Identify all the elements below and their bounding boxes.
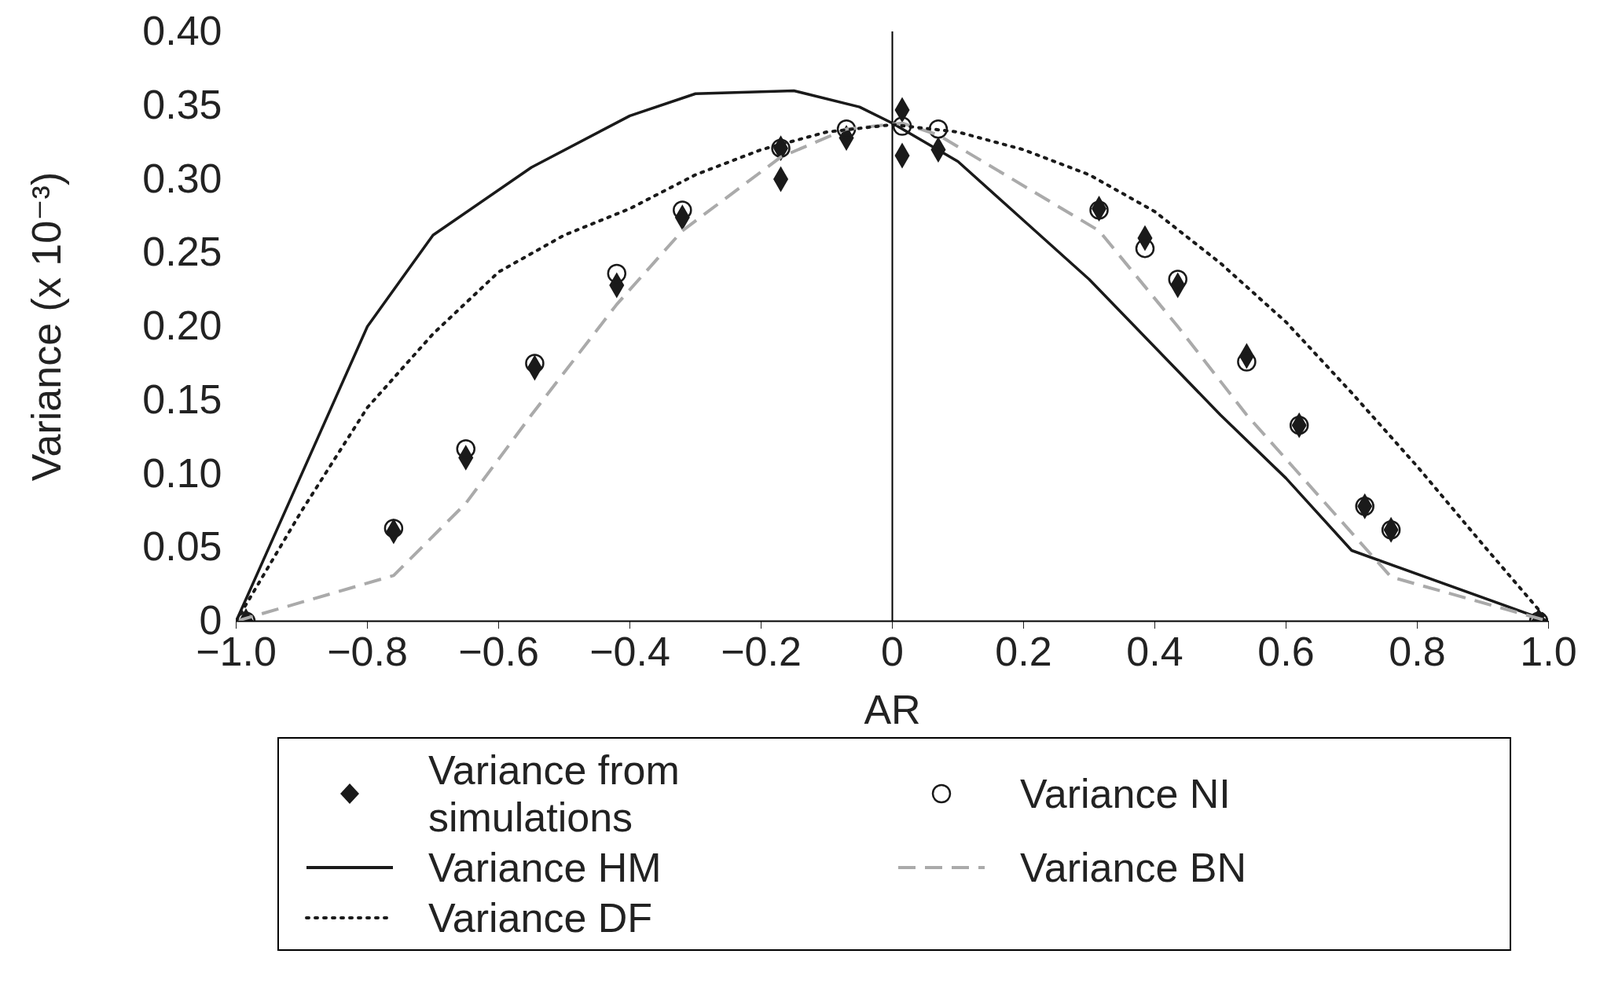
svg-text:Variance (x 10⁻³): Variance (x 10⁻³) — [23, 172, 70, 482]
svg-text:−0.6: −0.6 — [458, 628, 540, 675]
svg-text:0.10: 0.10 — [142, 450, 222, 496]
svg-text:0.15: 0.15 — [142, 376, 222, 423]
svg-text:0.25: 0.25 — [142, 228, 222, 275]
html-text:Variance from simulations: Variance from simulations — [428, 747, 680, 841]
svg-text:1.0: 1.0 — [1519, 628, 1577, 675]
svg-text:0.20: 0.20 — [142, 302, 222, 349]
svg-text:0.40: 0.40 — [142, 7, 222, 54]
svg-text:−0.4: −0.4 — [589, 628, 671, 675]
svg-text:−1.0: −1.0 — [195, 628, 277, 675]
html-text:Variance BN: Variance BN — [1020, 844, 1247, 891]
svg-text:0.4: 0.4 — [1126, 628, 1183, 675]
html-text:Variance DF: Variance DF — [428, 895, 653, 941]
svg-text:−0.2: −0.2 — [720, 628, 802, 675]
svg-text:AR: AR — [863, 686, 921, 732]
html-text:Variance HM: Variance HM — [428, 844, 662, 891]
svg-text:0: 0 — [880, 628, 904, 675]
html-text:Variance NI: Variance NI — [1020, 770, 1231, 817]
svg-text:0.8: 0.8 — [1388, 628, 1446, 675]
svg-text:0.2: 0.2 — [994, 628, 1052, 675]
svg-text:0.35: 0.35 — [142, 81, 222, 128]
svg-text:0.6: 0.6 — [1257, 628, 1314, 675]
svg-text:0.05: 0.05 — [142, 523, 222, 569]
svg-text:0: 0 — [199, 597, 223, 643]
svg-text:−0.8: −0.8 — [326, 628, 408, 675]
svg-text:0.30: 0.30 — [142, 155, 222, 202]
